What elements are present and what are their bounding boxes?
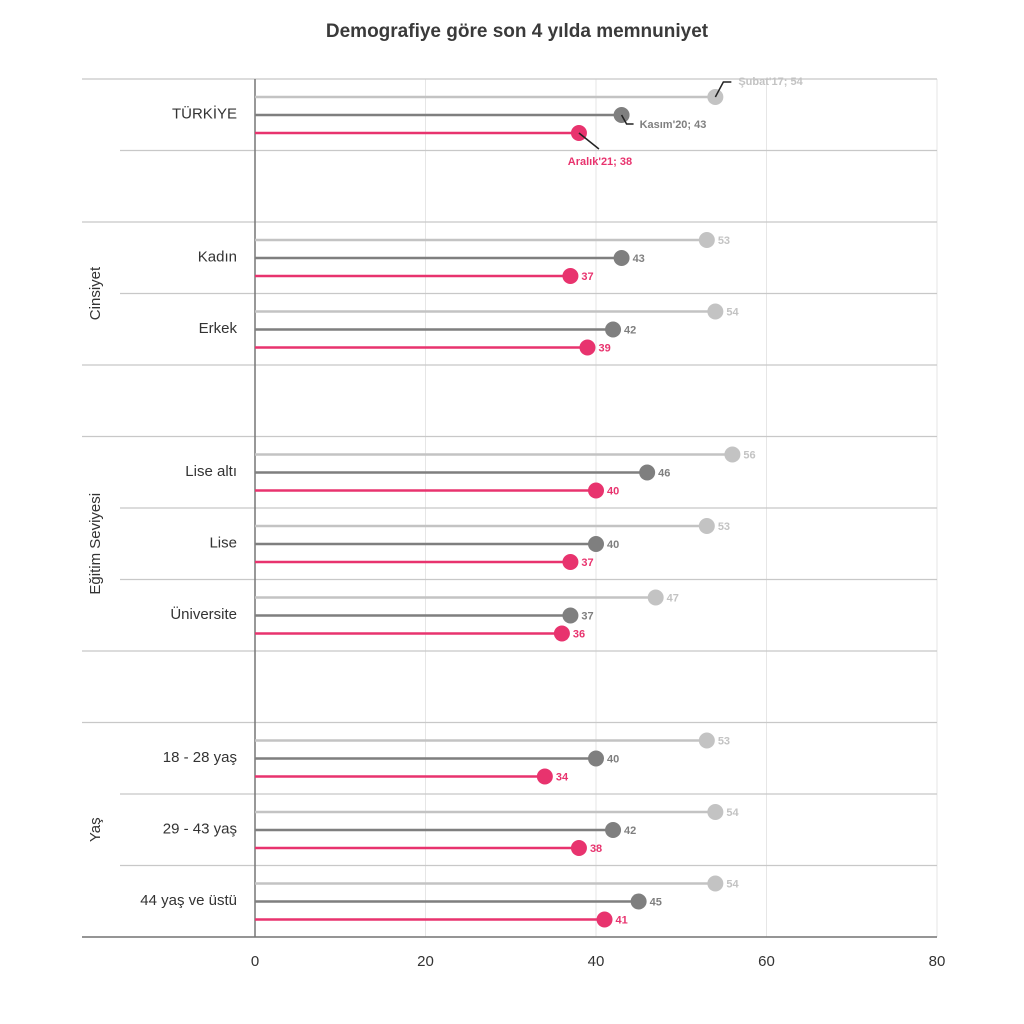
dot <box>647 589 664 606</box>
category-label: Kadın <box>198 249 237 266</box>
dot <box>588 482 604 499</box>
dot <box>570 840 587 856</box>
dot <box>724 446 741 463</box>
category-label: Üniversite <box>170 605 237 623</box>
value-label: 56 <box>743 449 755 461</box>
group-label: Eğitim Seviyesi <box>87 493 104 595</box>
group-label: Yaş <box>87 817 104 842</box>
dot <box>553 625 570 642</box>
dot <box>588 750 604 767</box>
value-label: 53 <box>718 235 730 247</box>
value-label: 40 <box>607 485 619 497</box>
dot <box>579 339 596 356</box>
dot <box>536 768 553 785</box>
dot <box>698 732 715 749</box>
category-label: TÜRKİYE <box>172 105 237 123</box>
category-label: Erkek <box>199 320 238 337</box>
dot <box>562 268 579 284</box>
dot <box>630 893 647 910</box>
value-label: 38 <box>590 843 602 855</box>
dot <box>562 554 579 570</box>
category-label: 29 - 43 yaş <box>163 821 237 838</box>
value-label: Şubat'17; 54 <box>738 76 803 88</box>
value-label: Kasım'20; 43 <box>640 119 707 131</box>
value-label: 39 <box>598 342 610 354</box>
x-tick-label: 20 <box>417 953 434 970</box>
category-label: Lise <box>209 535 237 552</box>
leader-line <box>620 114 634 125</box>
value-label: 53 <box>718 735 730 747</box>
value-label: 47 <box>667 592 679 604</box>
value-label: 54 <box>726 807 739 819</box>
x-tick-label: 80 <box>929 953 946 970</box>
dot <box>639 464 656 481</box>
value-label: 34 <box>556 771 569 783</box>
category-label: Lise altı <box>185 463 237 480</box>
value-label: 36 <box>573 628 585 640</box>
dot <box>588 536 604 552</box>
value-label: 37 <box>581 271 593 283</box>
value-label: 54 <box>726 878 739 890</box>
value-label: 53 <box>718 521 730 533</box>
category-label: 18 - 28 yaş <box>163 749 237 766</box>
value-label: Aralık'21; 38 <box>568 156 632 168</box>
value-label: 42 <box>624 825 636 837</box>
dot <box>707 303 724 320</box>
value-label: 40 <box>607 753 619 765</box>
dot <box>707 875 724 892</box>
dot <box>698 232 715 248</box>
value-label: 42 <box>624 324 636 336</box>
x-tick-label: 40 <box>588 953 605 970</box>
leader-line <box>578 132 600 150</box>
dot <box>562 607 579 624</box>
dot <box>605 822 622 838</box>
value-label: 37 <box>581 557 593 569</box>
chart-title: Demografiye göre son 4 yılda memnuniyet <box>326 21 709 42</box>
group-label: Cinsiyet <box>87 266 104 320</box>
dot <box>596 911 613 928</box>
value-label: 46 <box>658 467 670 479</box>
x-tick-label: 60 <box>758 953 775 970</box>
value-label: 43 <box>633 253 645 265</box>
category-label: 44 yaş ve üstü <box>140 892 237 909</box>
value-label: 54 <box>726 306 739 318</box>
x-tick-label: 0 <box>251 953 259 970</box>
dot <box>707 804 724 820</box>
dot <box>605 321 622 338</box>
value-label: 40 <box>607 539 619 551</box>
dot <box>613 250 630 266</box>
value-label: 45 <box>650 896 662 908</box>
dot <box>698 518 715 534</box>
value-label: 37 <box>581 610 593 622</box>
leader-line <box>714 81 732 98</box>
value-label: 41 <box>616 914 628 926</box>
